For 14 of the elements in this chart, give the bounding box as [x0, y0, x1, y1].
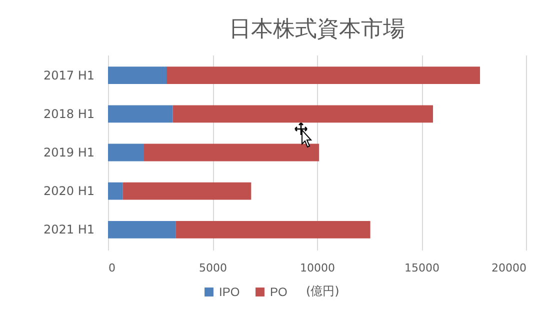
- chart-title: 日本株式資本市場: [229, 17, 405, 42]
- x-tick-label: 10000: [300, 262, 335, 274]
- x-tick-label: 15000: [404, 262, 440, 274]
- y-tick-label: 2021 H1: [43, 222, 94, 237]
- x-tick-label: 0: [108, 262, 116, 274]
- x-tick-label: 20000: [492, 262, 526, 274]
- legend-label: PO: [270, 285, 288, 299]
- y-tick-label: 2020 H1: [43, 184, 94, 198]
- text: (億円): [306, 283, 340, 300]
- x-tick-label: 5000: [199, 262, 227, 274]
- y-tick-label: 2017 H1: [43, 68, 94, 82]
- y-tick-label: 2018 H1: [43, 106, 94, 121]
- y-tick-label: 2019 H1: [43, 146, 94, 160]
- legend-label: IPO: [219, 285, 240, 299]
